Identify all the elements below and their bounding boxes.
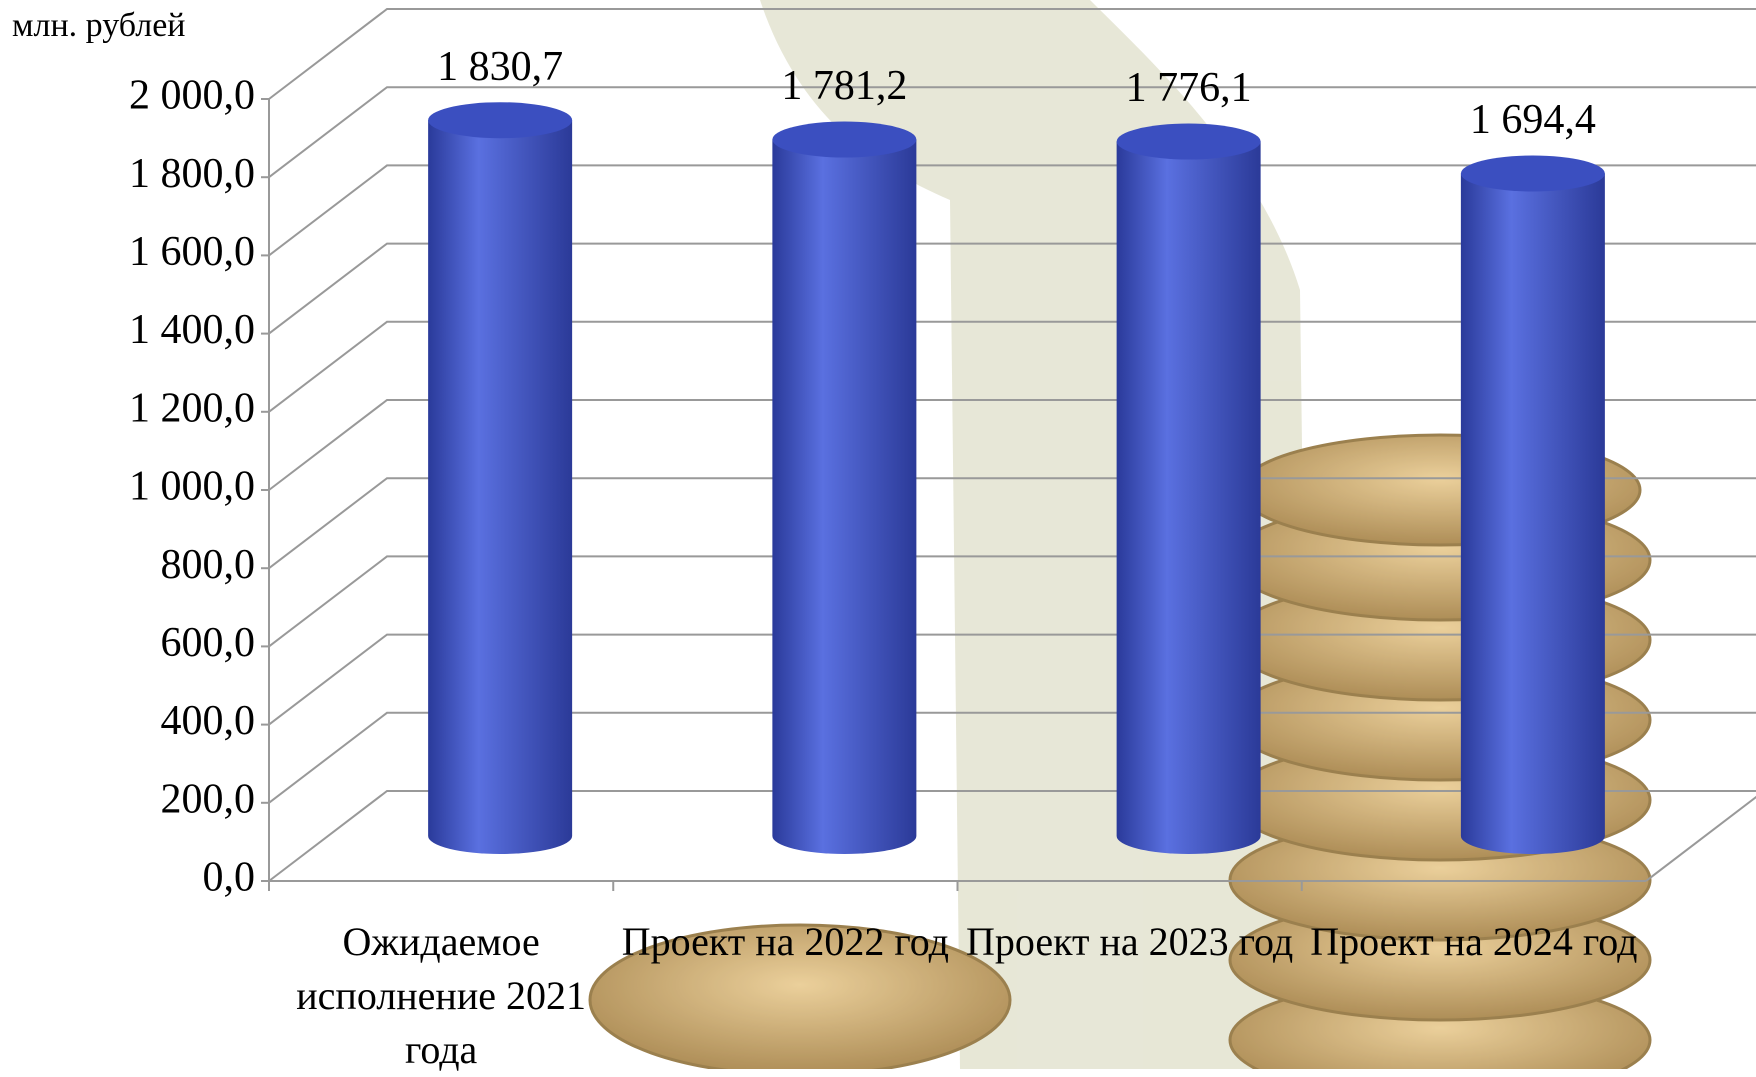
- bar: [1116, 141, 1261, 855]
- unit-label: млн. рублей: [12, 7, 186, 44]
- x-tick-label: Проект на 2023 год: [965, 919, 1294, 964]
- bar-top: [772, 121, 917, 158]
- value-label: 1 830,7: [437, 44, 563, 90]
- y-tick-label: 1 000,0: [129, 464, 255, 510]
- plot-area: 0,0 200,0 400,0 600,0 800,0 1 000,0 1 200,0 1 4…: [129, 8, 1756, 901]
- bar-top: [1460, 155, 1605, 192]
- value-label: 1 694,4: [1470, 97, 1596, 143]
- bar: [428, 120, 573, 855]
- y-tick-label: 1 200,0: [129, 385, 255, 431]
- grid-line: [268, 8, 1756, 100]
- grid-line: [268, 711, 1756, 804]
- grid-line: [268, 790, 1756, 882]
- y-tick-label: 1 800,0: [129, 151, 255, 197]
- y-tick-label: 1 400,0: [129, 307, 255, 353]
- bar: [772, 139, 917, 855]
- y-tick-label: 1 600,0: [129, 229, 255, 275]
- grid-line: [268, 477, 1756, 569]
- y-tick-label: 0,0: [203, 855, 256, 901]
- x-tick-label: Проект на 2024 год: [1310, 919, 1638, 964]
- grid-line: [268, 399, 1756, 491]
- bar-top: [1116, 123, 1261, 160]
- y-tick-label: 800,0: [161, 542, 256, 588]
- bar-top: [428, 102, 573, 139]
- x-tick-label: Ожидаемое исполнение 2021 года: [296, 919, 586, 1072]
- grid-line: [268, 633, 1756, 726]
- value-label: 1 776,1: [1126, 65, 1252, 111]
- bar: [1460, 173, 1605, 855]
- y-tick-label: 600,0: [161, 620, 256, 666]
- y-tick-label: 400,0: [161, 698, 256, 744]
- y-tick-label: 2 000,0: [129, 73, 255, 119]
- x-tick-label: Проект на 2022 год: [621, 919, 950, 964]
- grid-line: [268, 320, 1756, 413]
- grid-line: [268, 86, 1756, 178]
- grid-line: [268, 242, 1756, 335]
- axis-line: [1645, 795, 1756, 882]
- y-tick-label: 200,0: [161, 776, 256, 822]
- value-label: 1 781,2: [781, 63, 907, 109]
- grid-line: [268, 164, 1756, 257]
- grid-line: [268, 555, 1756, 648]
